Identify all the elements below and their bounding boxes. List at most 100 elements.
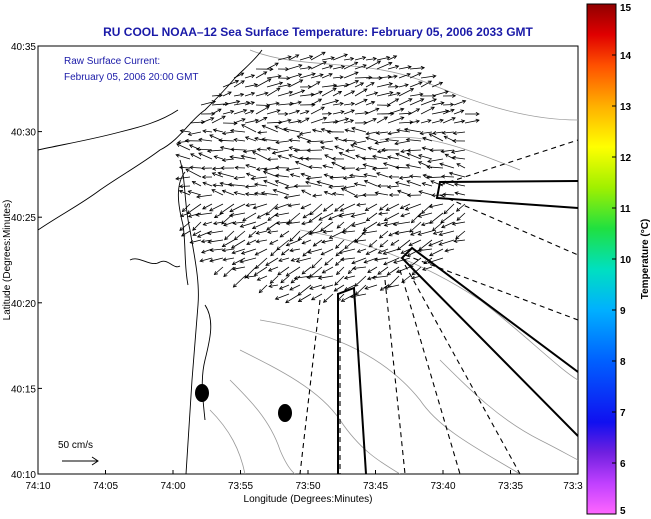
current-vector	[442, 104, 454, 106]
current-vector	[340, 257, 356, 260]
current-vector-head	[181, 208, 186, 213]
station-marker	[278, 404, 292, 422]
current-vector	[345, 129, 356, 133]
current-vector	[398, 84, 409, 88]
current-vector	[426, 176, 444, 179]
current-vector	[330, 176, 345, 179]
current-vector	[233, 275, 246, 288]
current-vector-head	[219, 145, 225, 150]
current-vector	[213, 129, 224, 133]
current-vector-head	[260, 191, 266, 196]
current-vector	[420, 80, 432, 88]
current-vector-head	[371, 100, 376, 105]
current-vector-head	[318, 90, 323, 95]
current-vector-head	[200, 166, 205, 171]
current-vector	[386, 203, 400, 211]
current-vector	[190, 153, 202, 160]
current-vector	[312, 129, 323, 133]
current-vector	[289, 284, 301, 291]
current-vector-head	[287, 55, 292, 60]
current-vector-head	[319, 140, 324, 145]
current-vector	[321, 284, 334, 289]
current-vector	[245, 136, 257, 142]
colorbar-label: Temperature (°C)	[640, 219, 651, 300]
current-vector	[297, 135, 312, 142]
current-vector-head	[338, 250, 343, 255]
current-vector	[307, 275, 323, 278]
current-vector	[364, 257, 378, 263]
current-vector	[344, 284, 356, 291]
current-vector-head	[242, 149, 247, 154]
current-vector-head	[344, 245, 349, 250]
current-vector-head	[285, 67, 290, 72]
current-vector-head	[287, 203, 292, 208]
current-vector-head	[245, 164, 250, 168]
current-vector-head	[395, 269, 401, 274]
current-vector	[354, 99, 368, 106]
current-vector-head	[328, 184, 333, 189]
current-vector	[387, 65, 399, 70]
current-vector-head	[321, 51, 326, 56]
current-vector	[343, 103, 355, 106]
current-vector	[456, 212, 466, 221]
current-vector-head	[475, 111, 480, 117]
current-vector	[378, 248, 389, 254]
current-vector	[323, 203, 334, 212]
current-vector	[407, 149, 422, 151]
current-vector-head	[261, 124, 266, 129]
current-vector-head	[244, 274, 250, 279]
current-vector	[441, 221, 455, 228]
current-vector	[244, 101, 255, 106]
current-vector	[452, 221, 466, 225]
current-vector	[277, 103, 294, 106]
current-vector	[420, 98, 437, 106]
current-vector-head	[420, 98, 425, 103]
current-vector	[400, 212, 411, 217]
current-vector-head	[298, 64, 303, 68]
current-vector	[321, 65, 333, 70]
current-vector-head	[455, 235, 460, 240]
current-vector-head	[221, 189, 227, 194]
current-vector-head	[209, 248, 214, 253]
current-vector-head	[309, 286, 314, 290]
current-vector-head	[365, 136, 370, 141]
current-vector	[233, 109, 247, 115]
current-vector-head	[289, 248, 294, 253]
current-vector-head	[298, 131, 304, 136]
current-vector	[387, 108, 404, 115]
current-vector-head	[393, 259, 398, 264]
current-vector	[393, 257, 411, 264]
current-vector-head	[355, 167, 360, 172]
current-vector	[245, 275, 257, 278]
current-vector-head	[262, 170, 268, 175]
current-vector-head	[191, 181, 196, 185]
current-vector-head	[323, 190, 328, 195]
current-vector	[431, 91, 449, 97]
current-vector-head	[364, 207, 369, 211]
current-vector-head	[293, 148, 298, 153]
current-vector	[339, 212, 356, 217]
current-vector-head	[221, 243, 226, 248]
current-vector-head	[386, 271, 391, 276]
current-vector	[387, 75, 398, 79]
current-vector	[246, 173, 257, 178]
current-vector-head	[246, 241, 251, 245]
current-vector-head	[285, 272, 290, 277]
current-vector-head	[452, 131, 457, 136]
current-vector	[308, 230, 323, 235]
current-vector-head	[363, 88, 368, 93]
current-vector	[334, 275, 345, 286]
current-vector	[251, 176, 268, 180]
current-vector	[257, 212, 268, 219]
current-vector-head	[394, 98, 400, 103]
current-vector-head	[355, 291, 360, 296]
current-vector	[376, 131, 389, 134]
current-vector	[334, 203, 345, 212]
current-vector	[340, 203, 356, 212]
current-vector	[401, 248, 411, 254]
current-vector-head	[288, 146, 293, 151]
current-vector-head	[342, 175, 347, 180]
current-vector-head	[256, 147, 261, 152]
current-vector-head	[331, 191, 337, 196]
current-vector-head	[274, 173, 280, 178]
